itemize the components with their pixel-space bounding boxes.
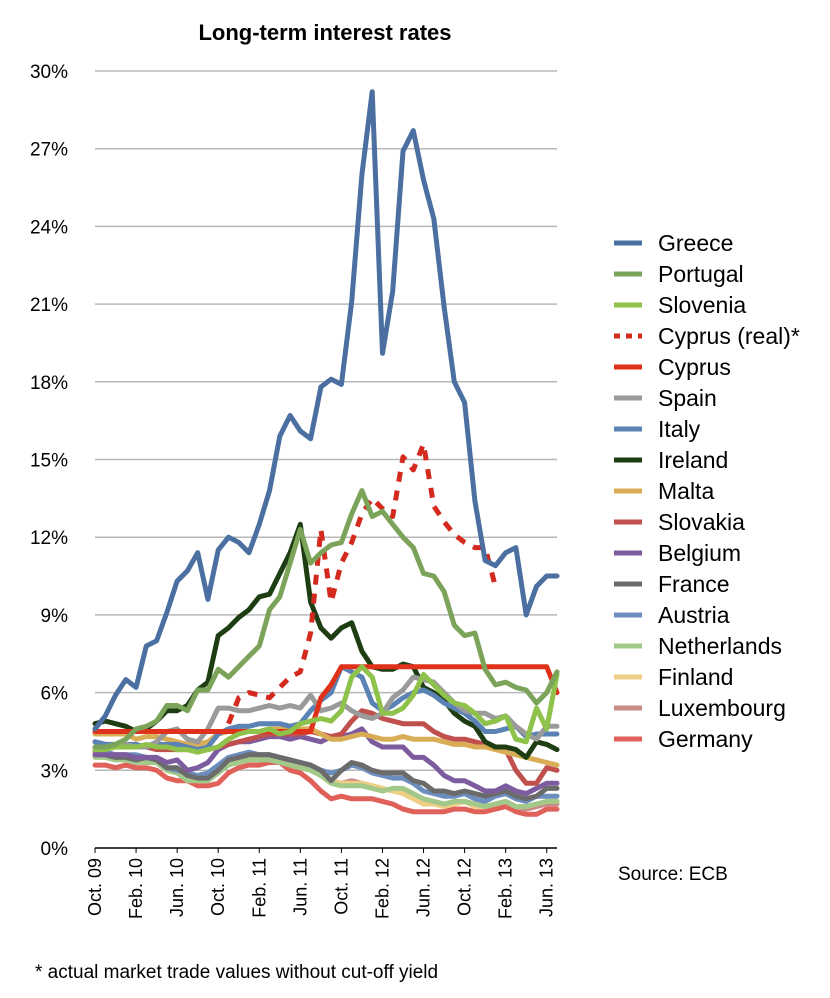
x-tick-label: Jun. 10 bbox=[167, 858, 187, 917]
x-axis-tick-labels: Oct. 09 Feb. 10 Jun. 10 Oct. 10 Feb. 11 Jun. … bbox=[85, 858, 557, 919]
x-tick-label: Oct. 11 bbox=[331, 858, 351, 915]
y-tick-label: 3% bbox=[41, 761, 69, 782]
series-line-cyprus-real bbox=[226, 441, 498, 725]
y-tick-label: 18% bbox=[30, 373, 68, 394]
x-tick-label: Jun. 12 bbox=[414, 858, 434, 917]
series-line-france bbox=[92, 752, 560, 802]
y-tick-label: 6% bbox=[41, 684, 69, 705]
chart-title: Long-term interest rates bbox=[198, 20, 451, 45]
x-tick-label: Oct. 09 bbox=[85, 858, 105, 916]
legend-label-slovakia: Slovakia bbox=[658, 509, 745, 535]
legend: Greece Portugal Slovenia Cyprus (real)* Cypr… bbox=[614, 230, 800, 752]
y-tick-label: 27% bbox=[30, 140, 68, 161]
legend-label-belgium: Belgium bbox=[658, 540, 741, 566]
y-axis-tick-labels: 0% 3% 6% 9% 12% 15% 18% 21% 24% 27% 30% bbox=[30, 62, 68, 860]
legend-label-italy: Italy bbox=[658, 416, 701, 442]
x-tick-label: Oct. 12 bbox=[455, 858, 475, 916]
legend-label-spain: Spain bbox=[658, 385, 717, 411]
series-lines bbox=[92, 89, 560, 817]
x-tick-label: Jun. 11 bbox=[290, 858, 310, 916]
y-tick-label: 21% bbox=[30, 295, 68, 316]
legend-label-malta: Malta bbox=[658, 478, 714, 504]
y-tick-label: 30% bbox=[30, 62, 68, 83]
x-tick-label: Jun. 13 bbox=[537, 858, 557, 917]
legend-label-greece: Greece bbox=[658, 230, 733, 256]
x-tick-label: Oct. 10 bbox=[208, 858, 228, 916]
y-tick-label: 15% bbox=[30, 451, 68, 472]
y-tick-label: 12% bbox=[30, 528, 68, 549]
footnote: * actual market trade values without cut… bbox=[35, 962, 438, 983]
x-tick-label: Feb. 11 bbox=[249, 858, 269, 918]
series-line-ireland bbox=[92, 521, 560, 760]
legend-label-netherlands: Netherlands bbox=[658, 633, 782, 659]
y-tick-label: 9% bbox=[41, 606, 69, 627]
series-line-italy bbox=[92, 664, 560, 753]
y-tick-label: 24% bbox=[30, 217, 68, 238]
legend-label-germany: Germany bbox=[658, 726, 753, 752]
series-line-portugal bbox=[92, 488, 560, 750]
legend-label-austria: Austria bbox=[658, 602, 730, 628]
x-tick-label: Feb. 13 bbox=[496, 858, 516, 919]
legend-label-ireland: Ireland bbox=[658, 447, 728, 473]
legend-label-portugal: Portugal bbox=[658, 261, 744, 287]
x-tick-label: Feb. 10 bbox=[126, 858, 146, 919]
legend-label-luxembourg: Luxembourg bbox=[658, 695, 786, 721]
legend-label-finland: Finland bbox=[658, 664, 733, 690]
series-line-cyprus bbox=[92, 664, 560, 734]
x-tick-label: Feb. 12 bbox=[372, 858, 392, 919]
series-line-germany bbox=[92, 760, 560, 817]
series-line-netherlands bbox=[92, 754, 560, 810]
legend-label-cyprus: Cyprus bbox=[658, 354, 731, 380]
legend-label-france: France bbox=[658, 571, 730, 597]
series-line-slovenia bbox=[92, 664, 560, 755]
series-line-malta bbox=[92, 726, 560, 768]
y-tick-label: 0% bbox=[41, 839, 69, 860]
legend-label-cyprus-real: Cyprus (real)* bbox=[658, 323, 800, 349]
legend-label-slovenia: Slovenia bbox=[658, 292, 746, 318]
series-line-greece bbox=[92, 89, 560, 732]
source-note: Source: ECB bbox=[618, 864, 728, 885]
